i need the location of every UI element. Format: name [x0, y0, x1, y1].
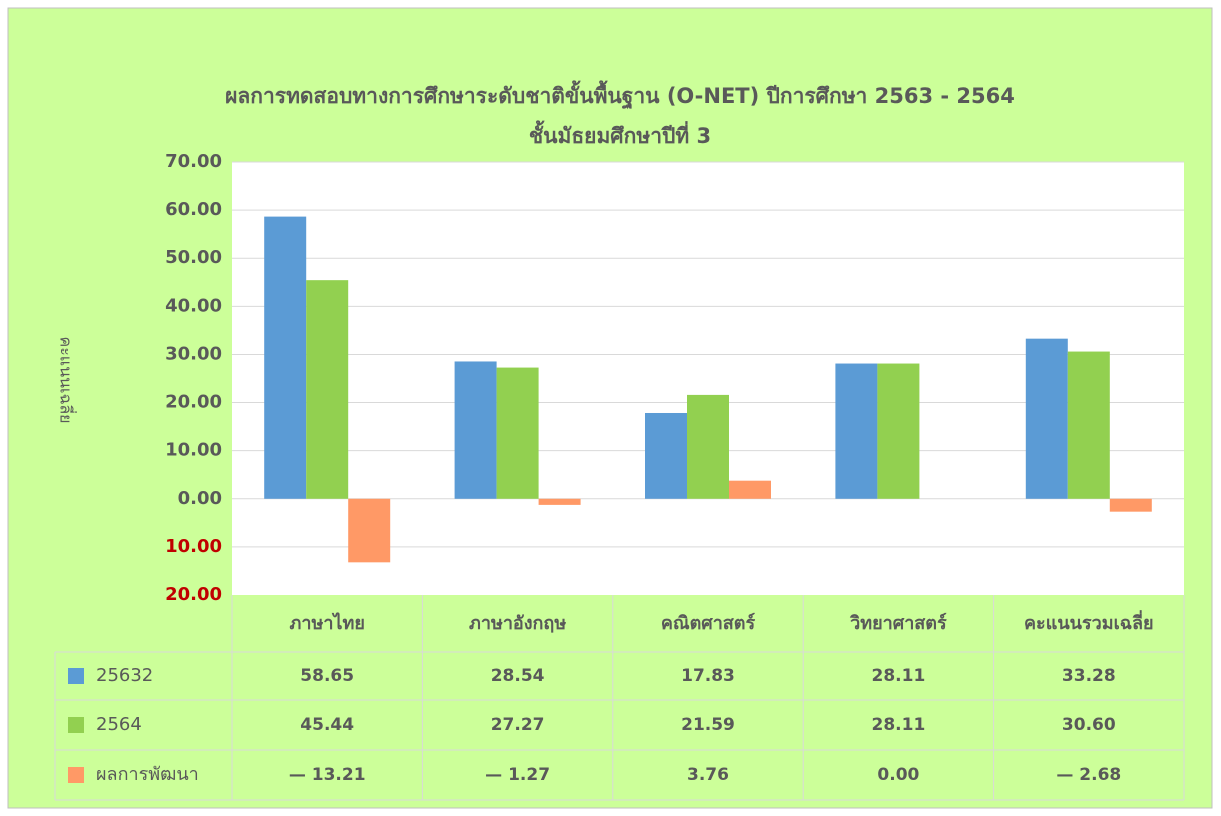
- y-tick-label: 60.00: [165, 199, 222, 220]
- bar: [1025, 338, 1068, 499]
- y-tick-label: 10.00: [165, 536, 222, 557]
- legend-key: [68, 717, 84, 733]
- y-axis-label: คะแนนเฉลี่ย: [57, 336, 78, 423]
- bar: [729, 480, 771, 499]
- bar: [264, 216, 307, 499]
- bar: [454, 361, 497, 499]
- y-tick-label: 20.00: [165, 584, 222, 605]
- chart-subtitle: ชั้นมัธยมศึกษาปีที่ 3: [529, 120, 711, 148]
- table-value: 33.28: [1062, 666, 1116, 686]
- table-value: 21.59: [681, 715, 735, 735]
- y-tick-label: 10.00: [165, 440, 222, 461]
- legend-key: [68, 767, 84, 783]
- table-value: 27.27: [491, 715, 545, 735]
- y-tick-label: 40.00: [165, 295, 222, 316]
- table-value: 0.00: [877, 765, 919, 785]
- table-value: 3.76: [687, 765, 729, 785]
- x-tick-label: ภาษาอังกฤษ: [469, 613, 566, 634]
- y-tick-label: 50.00: [165, 247, 222, 268]
- bar: [496, 367, 539, 499]
- table-value: — 13.21: [289, 765, 366, 785]
- legend-label: 25632: [96, 665, 153, 686]
- bar: [645, 412, 687, 499]
- bar: [877, 363, 920, 499]
- y-tick-label: 20.00: [165, 392, 222, 413]
- y-tick-label: 30.00: [165, 343, 222, 364]
- chart-title: ผลการทดสอบทางการศึกษาระดับชาติขั้นพื้นฐา…: [225, 80, 1015, 110]
- plot-area: [232, 162, 1184, 595]
- table-value: 30.60: [1062, 715, 1116, 735]
- table-value: 58.65: [300, 666, 354, 686]
- table-value: 28.11: [872, 666, 926, 686]
- x-tick-label: คณิตศาสตร์: [661, 612, 756, 634]
- table-value: 17.83: [681, 666, 735, 686]
- bar: [306, 280, 349, 499]
- bar: [1109, 498, 1152, 512]
- bar: [1067, 351, 1110, 499]
- legend-key: [68, 668, 84, 684]
- legend-label: ผลการพัฒนา: [96, 764, 199, 785]
- legend-label: 2564: [96, 714, 142, 735]
- bar: [687, 394, 729, 499]
- table-value: 45.44: [300, 715, 354, 735]
- bar: [348, 498, 391, 563]
- table-value: 28.54: [491, 666, 545, 686]
- x-tick-label: ภาษาไทย: [289, 612, 364, 634]
- table-value: — 2.68: [1056, 765, 1121, 785]
- x-tick-label: คะแนนรวมเฉลี่ย: [1024, 610, 1154, 634]
- bar: [538, 498, 581, 505]
- table-value: 28.11: [872, 715, 926, 735]
- x-tick-label: วิทยาศาสตร์: [849, 612, 947, 634]
- bar: [835, 363, 878, 499]
- y-tick-label: 70.00: [165, 151, 222, 172]
- table-value: — 1.27: [485, 765, 550, 785]
- y-tick-label: 0.00: [178, 488, 222, 509]
